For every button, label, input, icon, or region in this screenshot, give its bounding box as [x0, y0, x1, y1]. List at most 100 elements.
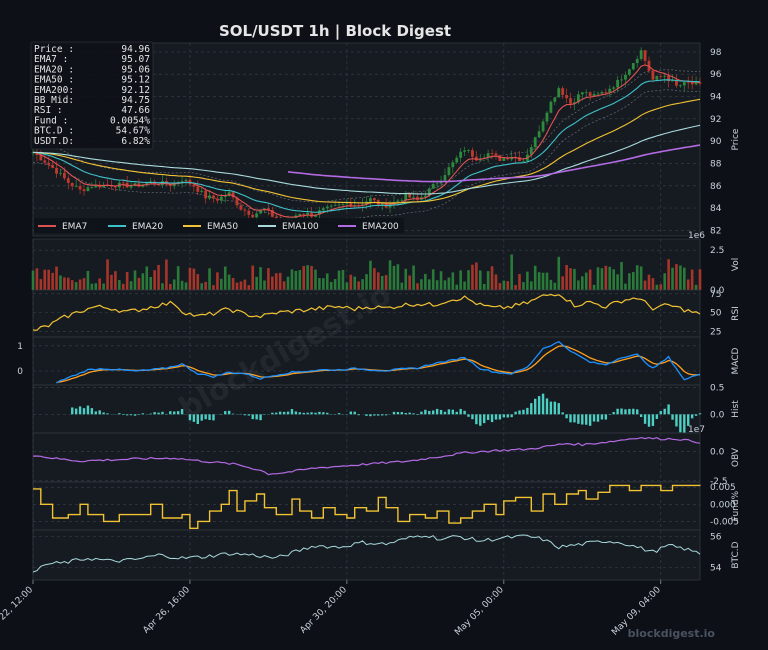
- histogram-bar: [153, 412, 156, 415]
- candle-body: [219, 196, 223, 201]
- volume-bar: [184, 282, 188, 290]
- histogram-bar: [675, 414, 678, 427]
- histogram-bar: [208, 414, 211, 420]
- histogram-bar: [628, 408, 631, 415]
- volume-bar: [467, 270, 470, 290]
- volume-bar: [165, 259, 168, 290]
- histogram-bar: [369, 414, 372, 417]
- y-tick-label: 90: [710, 137, 722, 147]
- histogram-bar: [463, 410, 466, 415]
- volume-bar: [502, 280, 506, 290]
- ema7-line: [32, 64, 701, 218]
- histogram-bar: [337, 413, 341, 415]
- histogram-bar: [428, 410, 431, 415]
- histogram-bar: [522, 409, 525, 415]
- volume-bar: [302, 265, 306, 290]
- histogram-bar: [98, 410, 101, 415]
- histogram-bar: [176, 411, 180, 415]
- volume-bar: [314, 269, 317, 290]
- volume-bar: [47, 269, 50, 290]
- volume-bar: [455, 284, 459, 290]
- candle-body: [604, 92, 608, 93]
- histogram-bar: [353, 411, 356, 415]
- candle-body: [408, 193, 412, 198]
- bollinger-band: [32, 89, 701, 223]
- volume-bar: [373, 268, 376, 290]
- panel-vol: 0.0 2.5 Vol 1e6: [31, 231, 741, 296]
- volume-bar: [686, 279, 690, 290]
- volume-bar: [482, 283, 486, 290]
- candle-body: [447, 167, 451, 176]
- volume-bar: [569, 268, 572, 290]
- info-box-frame: [30, 41, 154, 150]
- volume-bar: [459, 270, 462, 290]
- volume-bar: [192, 268, 196, 290]
- histogram-bar: [180, 408, 184, 415]
- ema50-line: [32, 98, 701, 204]
- y-axis-exponent: 1e7: [688, 425, 705, 435]
- candle-body: [612, 87, 616, 89]
- volume-bar: [388, 260, 392, 290]
- candle-body: [541, 121, 545, 132]
- volume-bar: [690, 269, 694, 290]
- volume-bar: [133, 270, 137, 290]
- volume-bar: [600, 268, 604, 290]
- volume-bar: [624, 283, 627, 290]
- legend-frame: [34, 218, 404, 233]
- y-tick-label: 2.5: [710, 246, 724, 256]
- volume-bar: [549, 279, 553, 290]
- histogram-bar: [404, 413, 407, 415]
- candle-body: [678, 85, 682, 87]
- candle-body: [561, 88, 565, 96]
- histogram-bar: [667, 404, 670, 415]
- info-key: EMA20 :: [34, 64, 74, 75]
- candle-body: [533, 137, 537, 148]
- ema20-line: [32, 79, 701, 213]
- histogram-bar: [420, 411, 423, 415]
- volume-bar: [59, 275, 62, 290]
- volume-bar: [584, 272, 588, 290]
- y-axis-label: BTC.D: [731, 541, 741, 568]
- candle-body: [121, 182, 125, 184]
- volume-bar: [443, 280, 447, 290]
- volume-bar: [647, 274, 651, 290]
- volume-bar: [322, 278, 325, 290]
- volume-bar: [408, 275, 411, 290]
- volume-bar: [537, 272, 541, 290]
- volume-bar: [290, 269, 294, 290]
- candle-body: [639, 50, 643, 60]
- candle-body: [62, 172, 66, 179]
- y-axis-label: Vol: [731, 258, 741, 271]
- info-value: 94.96: [121, 44, 150, 55]
- candle-body: [66, 178, 70, 183]
- histogram-bar: [643, 414, 647, 424]
- volume-bar: [541, 272, 545, 290]
- volume-bar: [471, 264, 474, 290]
- candle-body: [506, 157, 510, 160]
- histogram-bar: [278, 411, 282, 415]
- candle-body: [341, 203, 345, 205]
- volume-bar: [400, 282, 404, 290]
- y-tick-label: 0.5: [710, 384, 724, 394]
- candle-body: [388, 204, 392, 208]
- volume-bar: [663, 273, 666, 290]
- volume-bar: [514, 285, 517, 290]
- candle-body: [196, 186, 200, 192]
- histogram-bar: [314, 412, 317, 415]
- histogram-bar: [671, 414, 674, 420]
- y-tick-label: 0: [17, 367, 23, 377]
- volume-bar: [106, 259, 109, 290]
- info-value: 0.0054%: [110, 115, 150, 126]
- candle-body: [474, 156, 478, 161]
- y-tick-label: 84: [710, 204, 722, 214]
- candle-body: [451, 162, 455, 168]
- volume-bar: [494, 274, 498, 290]
- histogram-bar: [377, 414, 380, 416]
- legend-label: EMA50: [207, 222, 238, 232]
- info-key: EMA200:: [34, 85, 74, 96]
- histogram-bar: [557, 403, 560, 415]
- volume-bar: [98, 278, 101, 290]
- candle-body: [192, 184, 196, 187]
- volume-bar: [278, 272, 282, 290]
- volume-bar: [694, 284, 698, 290]
